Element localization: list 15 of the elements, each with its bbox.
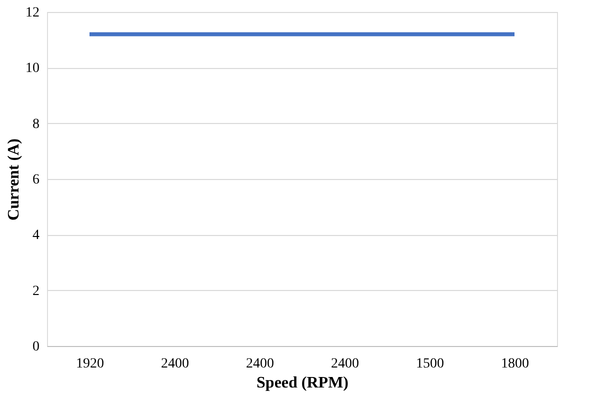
x-tick-label: 1920 (76, 356, 104, 372)
y-tick-label: 2 (32, 284, 40, 299)
x-tick-label: 1500 (416, 356, 444, 372)
y-tick-label: 10 (26, 61, 40, 76)
x-tick-label: 2400 (161, 356, 189, 372)
x-tick-label: 2400 (331, 356, 359, 372)
y-tick-label: 4 (32, 228, 40, 244)
x-tick-label: 2400 (246, 356, 274, 372)
y-tick-label: 0 (32, 340, 40, 354)
y-tick-label: 12 (26, 6, 40, 20)
x-tick-label: 1800 (501, 356, 529, 372)
y-tick-label: 8 (32, 116, 40, 132)
y-axis-title: Current (A) (6, 138, 22, 220)
y-tick-label: 6 (32, 172, 40, 188)
x-axis-title: Speed (RPM) (256, 374, 348, 392)
